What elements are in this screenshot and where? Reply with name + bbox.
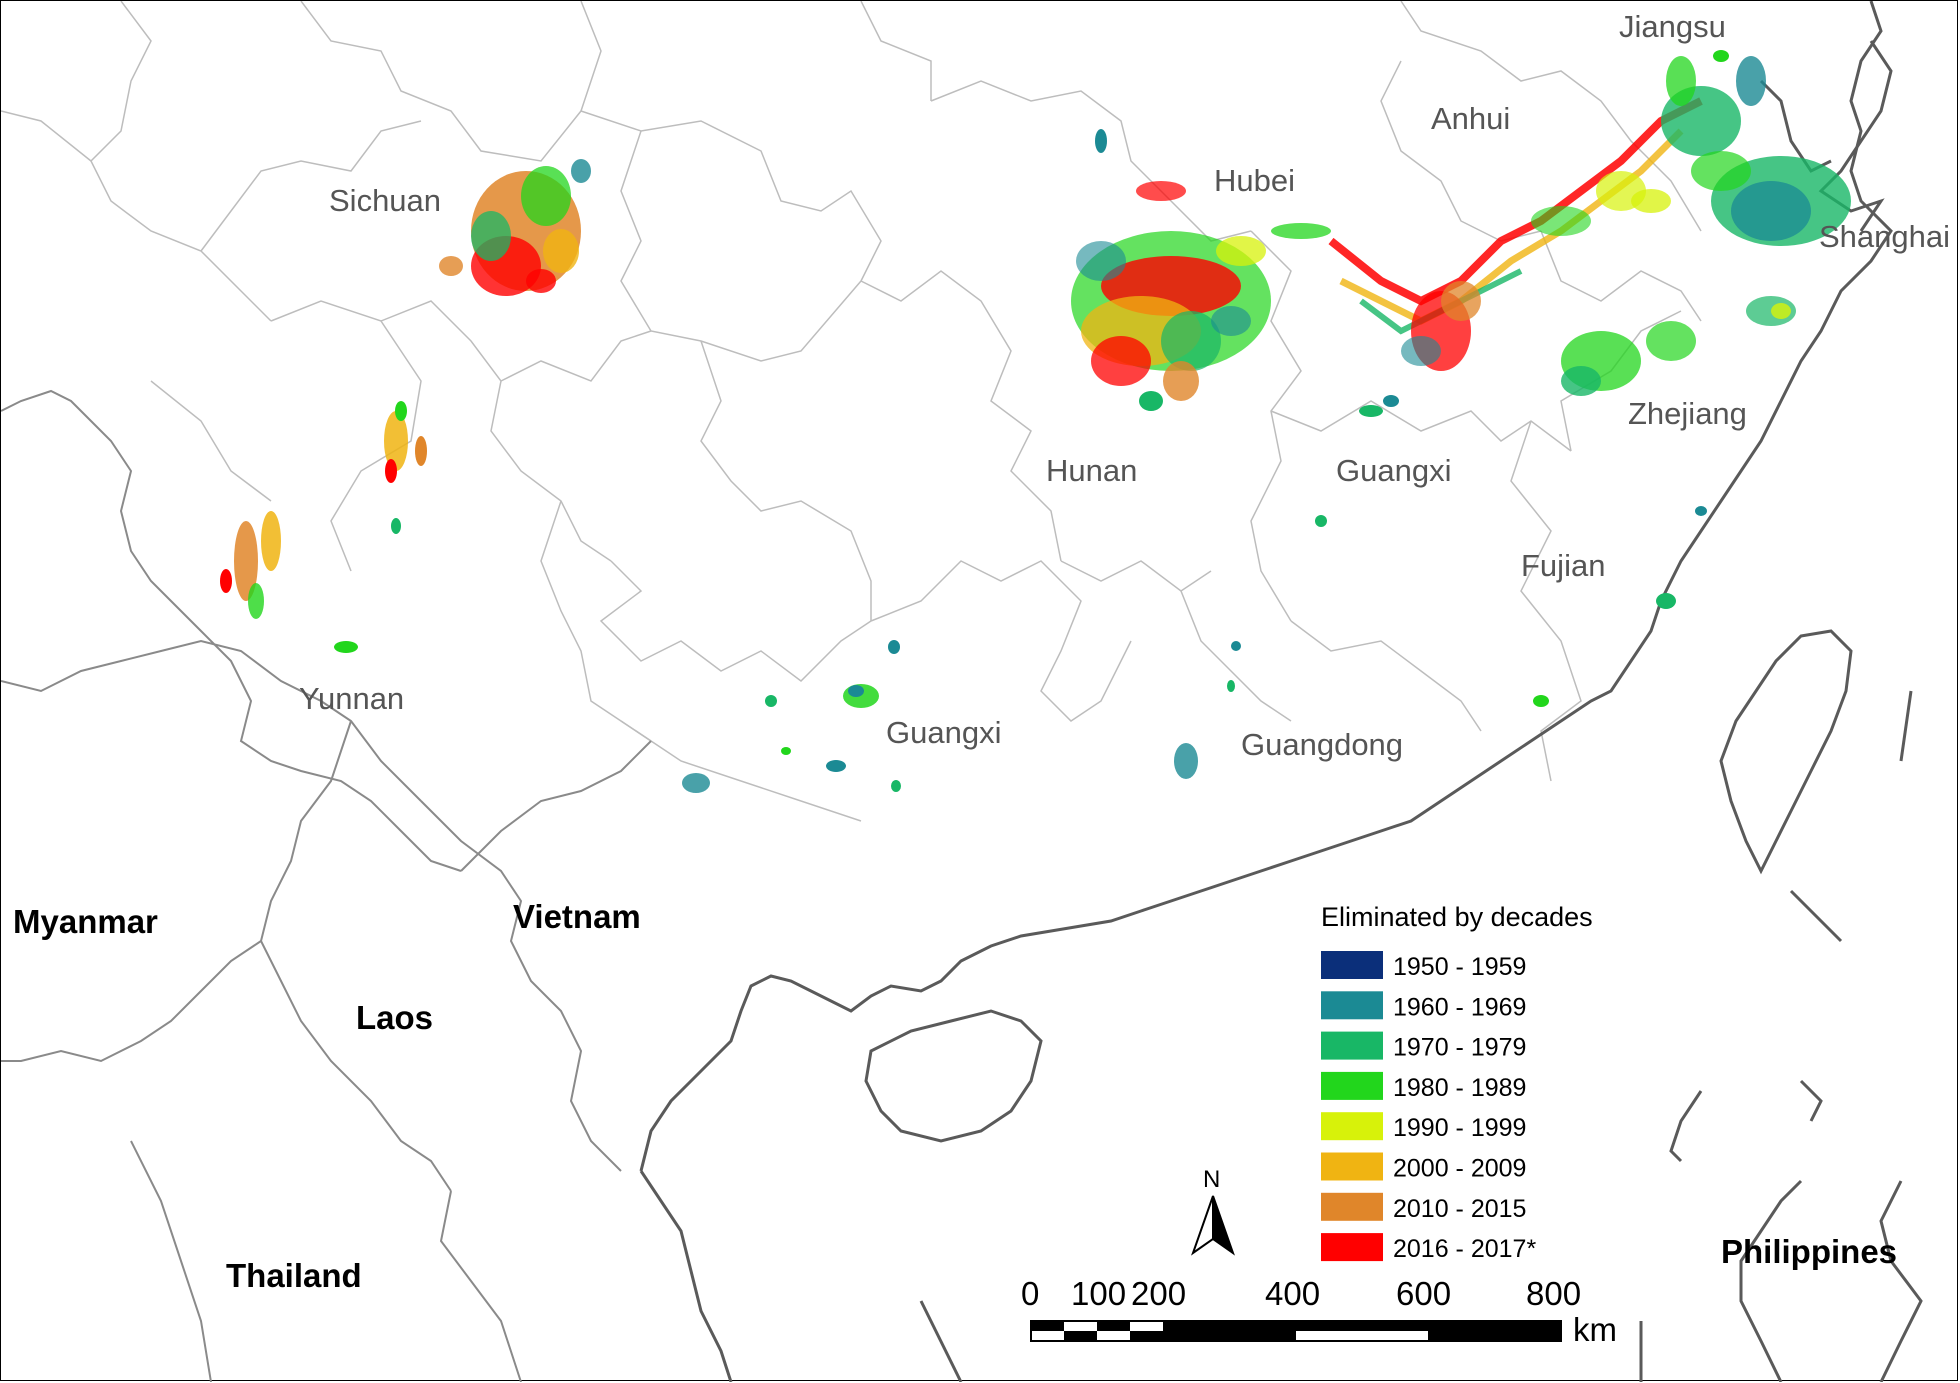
label-shanghai: Shanghai xyxy=(1819,219,1950,254)
label-sichuan: Sichuan xyxy=(329,183,441,218)
legend-title: Eliminated by decades xyxy=(1321,902,1593,932)
legend-swatch xyxy=(1321,1112,1383,1141)
legend-swatch xyxy=(1321,1192,1383,1221)
scale-tick-800: 800 xyxy=(1526,1275,1581,1312)
province-labels: Jiangsu Anhui Hubei Shanghai Sichuan Hun… xyxy=(299,9,1950,762)
legend-label: 2010 - 2015 xyxy=(1393,1195,1526,1223)
area-cluster-east xyxy=(1561,50,1851,396)
label-laos: Laos xyxy=(356,999,433,1036)
legend-swatch xyxy=(1321,1031,1383,1060)
legend: Eliminated by decades 1950 - 1959 1960 - … xyxy=(1321,902,1593,1263)
scale-unit: km xyxy=(1573,1311,1617,1348)
scale-tick-100: 100 xyxy=(1071,1275,1126,1312)
country-labels: Myanmar Vietnam Laos Thailand Philippine… xyxy=(13,898,1897,1294)
scale-tick-600: 600 xyxy=(1396,1275,1451,1312)
scale-tick-400: 400 xyxy=(1265,1275,1320,1312)
area-cluster-yunnan xyxy=(220,401,427,653)
legend-label: 2000 - 2009 xyxy=(1393,1155,1526,1183)
legend-label: 1970 - 1979 xyxy=(1393,1034,1526,1062)
scale-tick-200: 200 xyxy=(1131,1275,1186,1312)
province-borders xyxy=(1,1,1702,822)
label-philippines: Philippines xyxy=(1721,1233,1897,1270)
area-cluster-sichuan xyxy=(439,159,591,296)
area-cluster-yangtze xyxy=(1328,97,1703,417)
label-thailand: Thailand xyxy=(226,1257,362,1294)
scale-tick-0: 0 xyxy=(1021,1275,1039,1312)
north-label: N xyxy=(1203,1166,1220,1193)
area-cluster-guangxi xyxy=(682,640,1241,793)
label-fujian: Fujian xyxy=(1521,548,1605,583)
legend-swatch xyxy=(1321,1152,1383,1181)
area-cluster-hubei-hunan xyxy=(1071,129,1331,411)
north-arrow-icon: N xyxy=(1191,1166,1235,1256)
label-anhui: Anhui xyxy=(1431,101,1510,136)
legend-label: 1990 - 1999 xyxy=(1393,1114,1526,1142)
label-yunnan: Yunnan xyxy=(299,681,404,716)
label-myanmar: Myanmar xyxy=(13,903,158,940)
legend-label: 1960 - 1969 xyxy=(1393,993,1526,1021)
label-guangxi-south: Guangxi xyxy=(886,715,1001,750)
legend-swatch xyxy=(1321,1233,1383,1262)
label-guangdong: Guangdong xyxy=(1241,727,1403,762)
label-guangxi-north: Guangxi xyxy=(1336,453,1451,488)
elimination-areas xyxy=(220,50,1851,793)
label-zhejiang: Zhejiang xyxy=(1628,396,1747,431)
legend-label: 2016 - 2017* xyxy=(1393,1235,1536,1263)
scale-bar: 0 100 200 400 600 800 km xyxy=(1021,1275,1617,1348)
legend-swatch xyxy=(1321,951,1383,979)
country-borders xyxy=(1,389,652,1382)
area-cluster-fujian xyxy=(1315,506,1707,707)
label-vietnam: Vietnam xyxy=(513,898,641,935)
coastline xyxy=(639,1,1923,1382)
label-hunan: Hunan xyxy=(1046,453,1137,488)
legend-swatch xyxy=(1321,991,1383,1020)
legend-label: 1980 - 1989 xyxy=(1393,1074,1526,1102)
legend-swatch xyxy=(1321,1071,1383,1100)
label-hubei: Hubei xyxy=(1214,163,1295,198)
label-jiangsu: Jiangsu xyxy=(1619,9,1726,44)
legend-label: 1950 - 1959 xyxy=(1393,953,1526,981)
